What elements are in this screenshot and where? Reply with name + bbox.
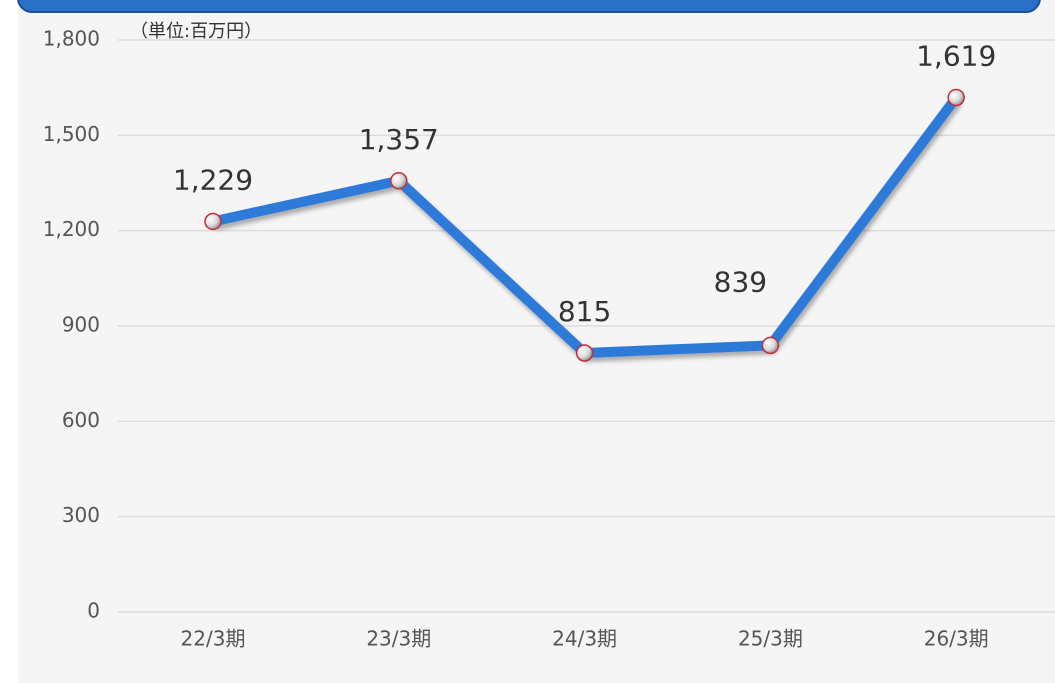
data-label: 1,357 xyxy=(359,123,439,156)
x-tick-label: 24/3期 xyxy=(552,627,617,651)
x-tick-label: 22/3期 xyxy=(181,627,246,651)
y-tick-label: 1,800 xyxy=(43,27,100,51)
panel xyxy=(18,0,1055,683)
point-marker xyxy=(761,336,780,355)
data-label: 1,229 xyxy=(173,163,253,196)
y-tick-label: 300 xyxy=(62,503,100,527)
y-tick-label: 1,200 xyxy=(43,217,100,241)
x-tick-label: 23/3期 xyxy=(366,627,431,651)
data-label: 815 xyxy=(558,295,611,328)
data-label: 839 xyxy=(714,265,767,298)
header-bar xyxy=(17,0,1041,13)
point-marker xyxy=(390,172,408,190)
y-tick-label: 1,500 xyxy=(43,122,100,146)
y-tick-label: 600 xyxy=(62,408,100,432)
data-label: 1,619 xyxy=(916,40,996,73)
point-marker xyxy=(575,344,594,362)
y-tick-label: 0 xyxy=(87,599,100,623)
x-tick-label: 25/3期 xyxy=(738,627,803,651)
unit-label: （単位:百万円） xyxy=(130,21,262,42)
point-marker xyxy=(947,88,965,107)
x-tick-label: 26/3期 xyxy=(924,627,989,651)
y-tick-label: 900 xyxy=(62,313,100,337)
point-marker xyxy=(204,212,222,231)
